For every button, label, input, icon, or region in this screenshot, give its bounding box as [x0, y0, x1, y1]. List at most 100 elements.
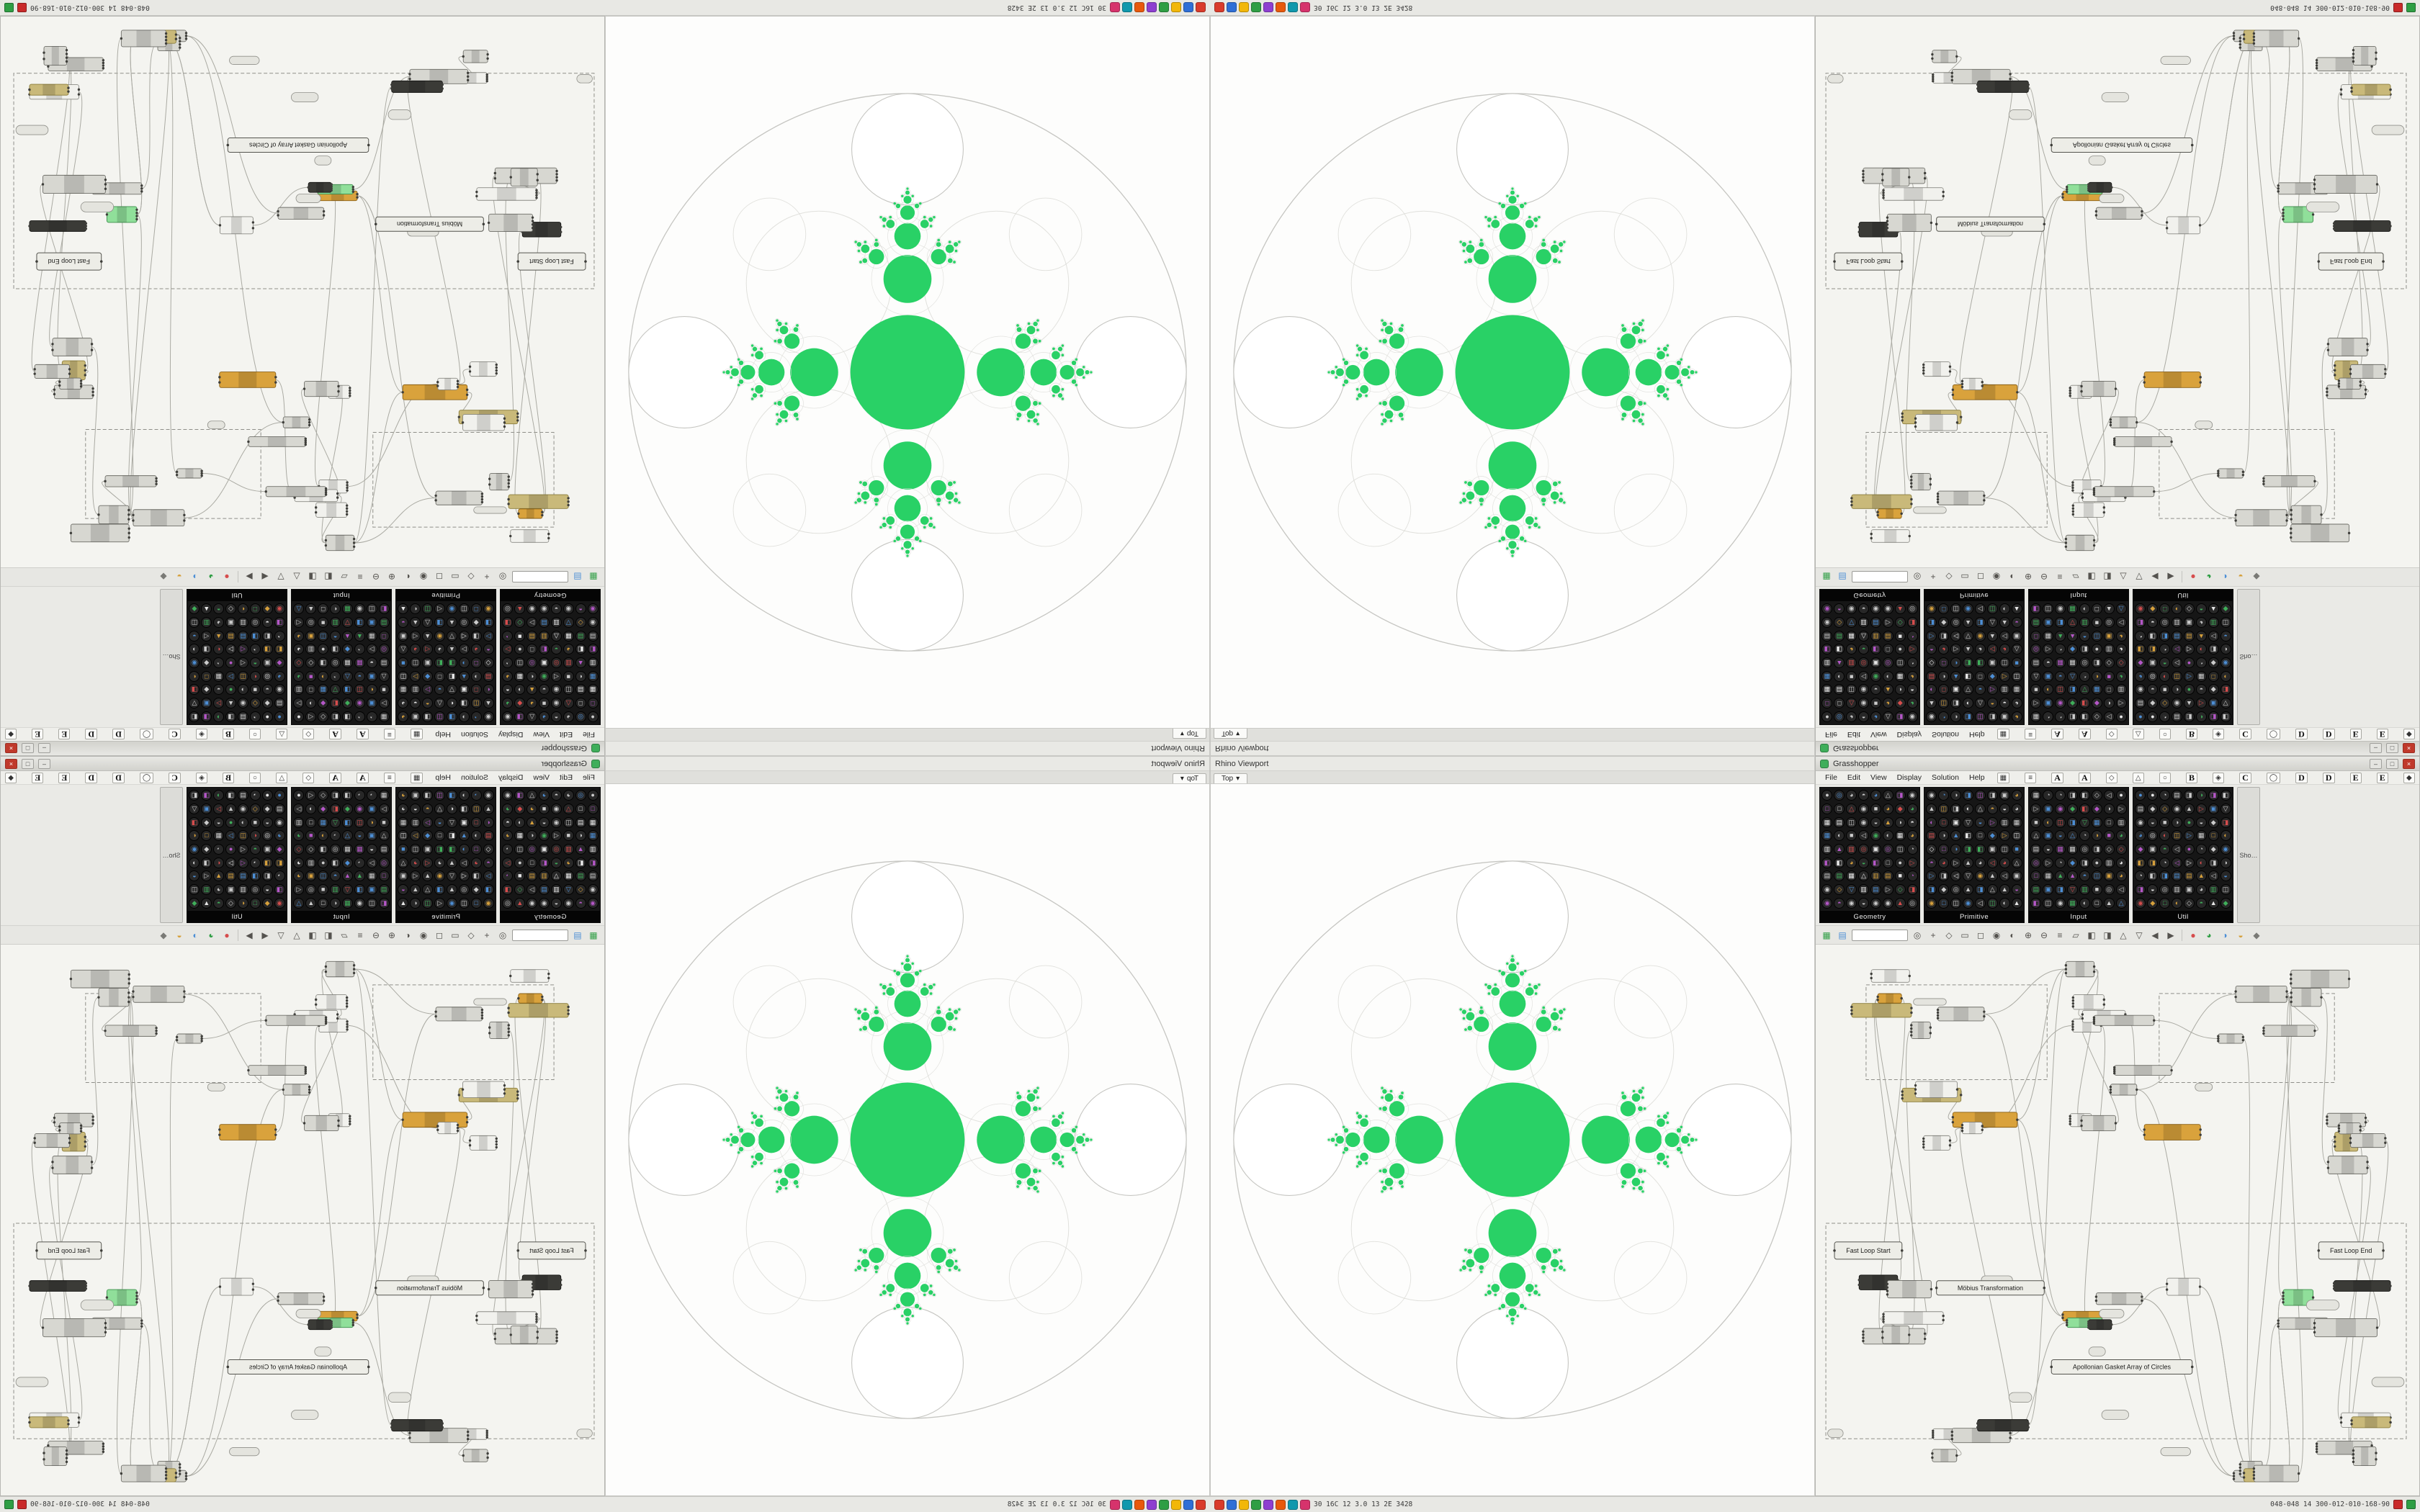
toolbar-tool-icon[interactable]: ◻ — [436, 572, 443, 582]
component-icon[interactable]: ◎ — [261, 670, 273, 682]
component-icon[interactable]: ● — [2135, 711, 2146, 722]
component-icon[interactable]: ◒ — [398, 617, 409, 629]
component-icon[interactable]: ▲ — [458, 670, 470, 682]
component-icon[interactable]: ◉ — [1846, 897, 1857, 909]
component-icon[interactable]: ◓ — [2195, 897, 2207, 909]
component-icon[interactable]: ● — [1894, 644, 1906, 655]
gh-titlebar[interactable]: Grasshopper – □ × — [1, 741, 604, 755]
component-icon[interactable]: ◕ — [1846, 711, 1857, 722]
gh-node[interactable] — [1936, 1007, 1986, 1022]
component-icon[interactable]: ▥ — [2079, 617, 2090, 629]
component-icon[interactable]: △ — [1986, 883, 1998, 895]
component-icon[interactable]: ◁ — [434, 603, 446, 615]
toolbar-tool-icon[interactable]: ◐ — [405, 572, 411, 582]
taskbar-app-icon[interactable] — [1239, 2, 1249, 13]
component-icon[interactable]: ◐ — [330, 897, 341, 909]
component-icon[interactable]: ◔ — [2079, 830, 2090, 842]
gh-node[interactable] — [2262, 475, 2316, 487]
component-icon[interactable]: ◨ — [446, 843, 457, 855]
component-icon[interactable]: ▽ — [446, 630, 457, 642]
gh-node[interactable] — [1976, 80, 2030, 93]
component-icon[interactable]: ◆ — [201, 843, 212, 855]
component-icon[interactable]: ◎ — [249, 883, 261, 895]
component-icon[interactable]: □ — [1938, 603, 1950, 615]
component-icon[interactable]: □ — [1938, 816, 1950, 828]
component-icon[interactable]: □ — [2091, 603, 2102, 615]
component-icon[interactable]: ◨ — [1938, 630, 1950, 642]
menu-item-help[interactable]: Help — [1968, 730, 1985, 739]
component-icon[interactable]: ▤ — [274, 803, 285, 814]
component-icon[interactable]: ◑ — [2091, 670, 2102, 682]
component-icon[interactable]: ◉ — [1926, 711, 1937, 722]
component-icon[interactable]: ◒ — [213, 816, 225, 828]
component-icon[interactable]: ◁ — [2208, 870, 2219, 882]
gh-node[interactable] — [247, 436, 307, 447]
component-icon[interactable]: ◧ — [1974, 657, 1986, 669]
taskbar-app-icon[interactable] — [1183, 2, 1193, 13]
viewport-tab-top[interactable]: Top ▾ — [1214, 773, 1248, 783]
component-icon[interactable]: ◕ — [398, 711, 409, 722]
component-icon[interactable]: ◨ — [2208, 790, 2219, 801]
component-icon[interactable]: △ — [293, 897, 305, 909]
component-icon[interactable]: □ — [1938, 843, 1950, 855]
gh-tab-d[interactable]: D — [2322, 729, 2335, 740]
gh-node[interactable] — [2332, 220, 2392, 232]
component-icon[interactable]: ● — [261, 711, 273, 722]
component-icon[interactable]: ◨ — [201, 790, 212, 801]
component-icon[interactable]: ▤ — [1926, 830, 1937, 842]
component-icon[interactable]: ◕ — [2115, 857, 2127, 868]
component-icon[interactable]: ▦ — [2195, 670, 2207, 682]
component-icon[interactable]: ◒ — [189, 870, 200, 882]
component-icon[interactable]: ◇ — [2091, 790, 2102, 801]
component-icon[interactable]: ▽ — [446, 870, 457, 882]
component-icon[interactable]: ◨ — [458, 803, 470, 814]
component-icon[interactable]: ▲ — [1963, 644, 1974, 655]
component-icon[interactable]: ◇ — [1926, 843, 1937, 855]
component-icon[interactable]: ▦ — [366, 630, 377, 642]
component-icon[interactable]: △ — [378, 830, 390, 842]
component-icon[interactable]: ▦ — [2067, 657, 2079, 669]
gh-node[interactable] — [2352, 1446, 2378, 1466]
component-icon[interactable]: ▷ — [225, 670, 237, 682]
component-icon[interactable]: ◑ — [1894, 816, 1906, 828]
component-icon[interactable]: ▽ — [563, 883, 574, 895]
component-icon[interactable]: ◔ — [330, 830, 341, 842]
component-icon[interactable]: ◉ — [2135, 897, 2146, 909]
component-icon[interactable]: ◁ — [2208, 630, 2219, 642]
component-icon[interactable]: ◑ — [305, 803, 317, 814]
component-icon[interactable]: ▲ — [1963, 617, 1974, 629]
component-icon[interactable]: ◨ — [1938, 870, 1950, 882]
component-icon[interactable]: ▣ — [366, 830, 377, 842]
component-icon[interactable]: ◨ — [434, 883, 446, 895]
taskbar-app-icon[interactable] — [1171, 1499, 1181, 1510]
component-icon[interactable]: ◐ — [483, 684, 494, 696]
component-icon[interactable]: ▣ — [2043, 670, 2054, 682]
gh-tab-icon[interactable]: ◯ — [2266, 729, 2281, 740]
gh-tab-a[interactable]: A — [2051, 729, 2063, 740]
component-icon[interactable]: ▲ — [483, 698, 494, 709]
component-icon[interactable]: ▲ — [213, 870, 225, 882]
component-icon[interactable]: ◓ — [2079, 630, 2090, 642]
component-icon[interactable]: ▣ — [225, 617, 237, 629]
gh-titlebar[interactable]: Grasshopper – □ × — [1816, 741, 2419, 755]
component-icon[interactable]: ◉ — [1906, 790, 1918, 801]
component-icon[interactable]: ◕ — [293, 670, 305, 682]
gh-node[interactable] — [2087, 181, 2113, 193]
component-icon[interactable]: ● — [261, 790, 273, 801]
component-icon[interactable]: ▲ — [341, 870, 353, 882]
component-icon[interactable]: ◔ — [1938, 790, 1950, 801]
component-icon[interactable]: □ — [2208, 830, 2219, 842]
minimize-button[interactable]: – — [38, 758, 50, 769]
gh-node[interactable] — [2143, 1124, 2202, 1140]
component-icon[interactable]: ▦ — [563, 870, 574, 882]
component-icon[interactable]: ▽ — [1963, 870, 1974, 882]
component-icon[interactable]: ▽ — [1846, 617, 1857, 629]
menu-item-file[interactable]: File — [583, 730, 595, 739]
component-icon[interactable]: ◁ — [2115, 617, 2127, 629]
gh-node[interactable] — [28, 84, 70, 96]
gh-tab-d[interactable]: D — [2295, 729, 2308, 740]
gh-node[interactable] — [487, 1280, 534, 1299]
component-icon[interactable]: ◫ — [2091, 870, 2102, 882]
gh-param-pill[interactable] — [2371, 1377, 2405, 1387]
component-icon[interactable]: ◉ — [446, 897, 457, 909]
